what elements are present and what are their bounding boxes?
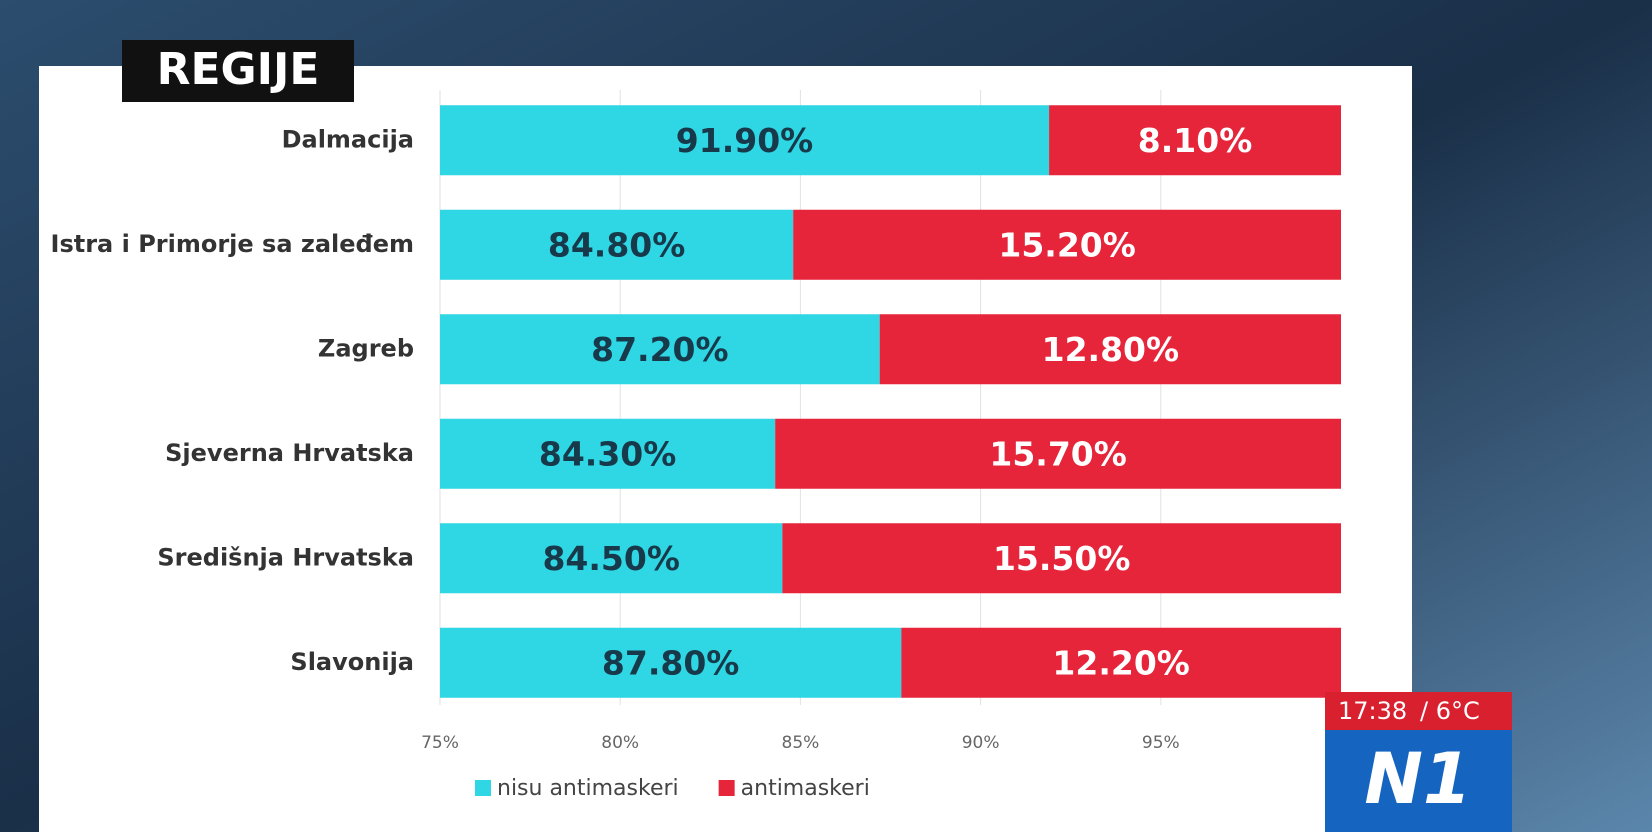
clock-time: 17:38 [1338,697,1407,725]
legend-swatch [475,780,491,796]
value-label: 15.50% [993,539,1130,578]
plot: 75% 80% 85% 90% 95% Dalmacija 91.90% 8.10% Istra… [51,90,1341,801]
legend-label: antimaskeri [741,776,870,801]
bar-segment [440,209,794,280]
chart-title: REGIJE [157,44,320,95]
x-tick-label: 80% [601,733,639,753]
category-label: Središnja Hrvatska [157,543,414,571]
value-label: 84.80% [548,225,685,264]
x-tick-label: 90% [962,733,1000,753]
category-label: Zagreb [318,334,414,362]
bar-segment [782,523,1341,594]
bar-segment [440,105,1050,176]
value-label: 12.80% [1042,330,1179,369]
value-label: 87.20% [591,330,728,369]
bar-segment [793,209,1341,280]
clock-temperature: / 6°C [1420,697,1480,725]
bar-segment [440,418,776,489]
value-label: 84.30% [539,434,676,473]
value-label: 8.10% [1138,121,1253,160]
title-badge [122,40,354,102]
value-label: 15.20% [998,225,1135,264]
x-tick-label: 85% [782,733,820,753]
bar-segment [879,314,1341,385]
bar-segment [440,314,880,385]
legend-swatch [718,780,735,796]
bar-segment [440,523,783,594]
bar-segment [440,627,902,698]
channel-logo: N1 [1364,738,1471,820]
category-label: Dalmacija [282,125,414,153]
x-tick-label: 75% [421,733,459,753]
bar-segment [901,627,1341,698]
value-label: 15.70% [989,434,1126,473]
bar-segment [775,418,1341,489]
bar-segment [1049,105,1341,176]
x-tick-label: 95% [1142,733,1180,753]
value-label: 12.20% [1052,643,1189,682]
category-label: Sjeverna Hrvatska [165,439,414,467]
value-label: 84.50% [542,539,679,578]
value-label: 87.80% [602,643,739,682]
category-label: Slavonija [290,648,414,676]
clock-box [1325,692,1512,730]
legend-label: nisu antimaskeri [497,776,679,801]
category-label: Istra i Primorje sa zaleđem [51,230,414,258]
logo-box [1325,730,1512,832]
value-label: 91.90% [676,121,813,160]
